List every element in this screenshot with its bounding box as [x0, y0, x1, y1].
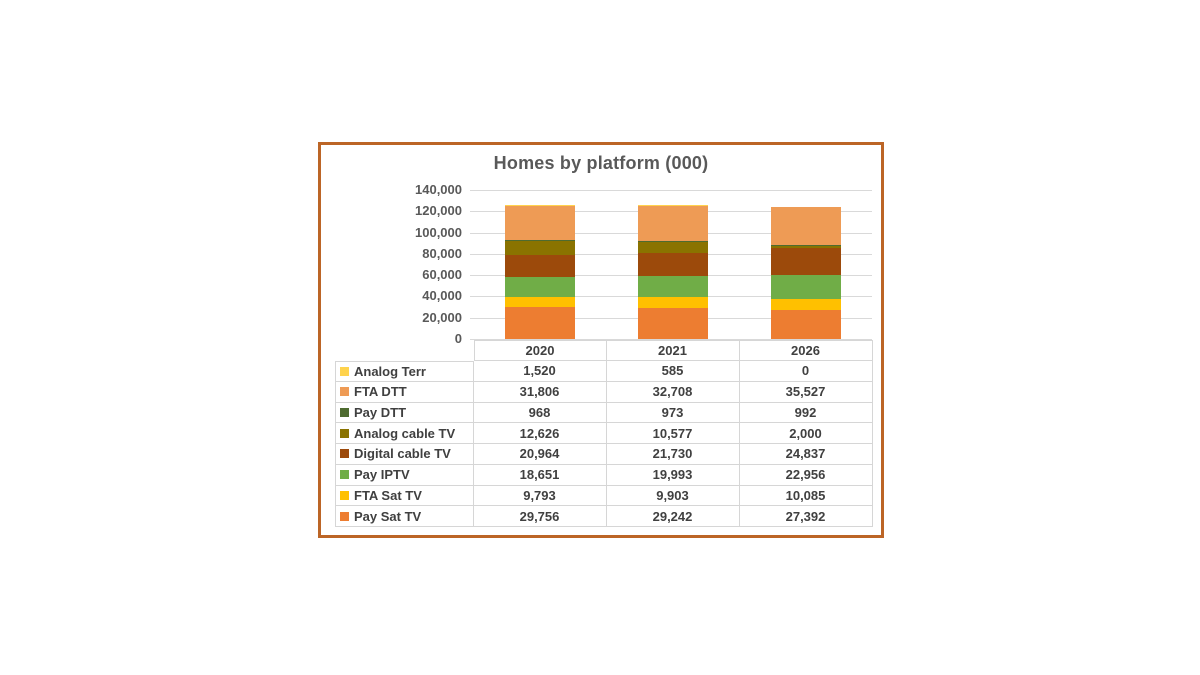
plot-area: 0 20,000 40,000 60,000 80,000 100,000 120,000 1… — [321, 145, 881, 535]
legend-label-cell: Pay IPTV — [335, 464, 474, 486]
legend-key-icon — [340, 428, 349, 438]
bar-segment-pay-iptv — [771, 274, 841, 300]
bar-segment-fta-sat-tv — [771, 299, 841, 310]
value-cell: 29,242 — [606, 506, 740, 527]
bar-segment-pay-iptv — [505, 277, 575, 297]
year-header-cell: 2021 — [606, 340, 740, 361]
legend-key-icon — [340, 449, 349, 459]
value-cell: 21,730 — [606, 444, 740, 465]
value-cell: 19,993 — [606, 464, 740, 486]
value-cell: 2,000 — [739, 423, 873, 444]
value-cell: 18,651 — [473, 464, 607, 486]
bar-segment-analog-terr — [505, 204, 575, 207]
series-name: Digital cable TV — [354, 446, 451, 462]
value-cell: 27,392 — [739, 506, 873, 527]
bar-segment-analog-terr — [638, 205, 708, 206]
y-axis-tick-label: 40,000 — [422, 288, 462, 304]
legend-key-icon — [340, 387, 349, 397]
legend-label-cell: Pay Sat TV — [335, 506, 474, 527]
chart-panel: Homes by platform (000) 0 20,000 40,000 60,… — [318, 142, 884, 538]
y-axis-tick-label: 80,000 — [422, 245, 462, 261]
value-cell: 992 — [739, 402, 873, 424]
value-cell: 9,793 — [473, 485, 607, 507]
bar-segment-digital-cable-tv — [771, 248, 841, 275]
bar-2026 — [771, 207, 841, 339]
bar-segment-digital-cable-tv — [505, 254, 575, 278]
value-cell: 0 — [739, 361, 873, 382]
bar-segment-pay-sat-tv — [505, 307, 575, 339]
bar-segment-digital-cable-tv — [638, 252, 708, 277]
year-header-cell: 2020 — [473, 340, 607, 361]
bar-segment-pay-sat-tv — [771, 309, 841, 339]
bar-segment-pay-sat-tv — [638, 307, 708, 339]
series-name: Analog Terr — [354, 363, 426, 379]
bar-segment-fta-sat-tv — [505, 296, 575, 308]
value-cell: 35,527 — [739, 381, 873, 403]
y-axis-tick-label: 120,000 — [415, 203, 462, 219]
legend-label-cell: FTA DTT — [335, 381, 474, 403]
series-name: Pay DTT — [354, 404, 407, 420]
bar-segment-pay-iptv — [638, 276, 708, 298]
bar-segment-fta-dtt — [771, 207, 841, 246]
bar-segment-fta-dtt — [505, 206, 575, 241]
y-axis-tick-label: 140,000 — [415, 182, 462, 197]
legend-key-icon — [340, 407, 349, 417]
value-cell: 968 — [473, 402, 607, 424]
series-name: Pay IPTV — [354, 467, 410, 483]
bar-2020 — [505, 204, 575, 339]
series-name: Analog cable TV — [354, 425, 456, 441]
legend-key-icon — [340, 511, 349, 521]
bar-segment-analog-cable-tv — [505, 241, 575, 255]
value-cell: 10,085 — [739, 485, 873, 507]
legend-label-cell: Digital cable TV — [335, 444, 474, 465]
gridline — [470, 190, 872, 191]
legend-label-cell: Analog Terr — [335, 361, 474, 382]
bar-segment-fta-dtt — [638, 205, 708, 241]
value-cell: 1,520 — [473, 361, 607, 382]
legend-label-cell: Pay DTT — [335, 402, 474, 424]
value-cell: 9,903 — [606, 485, 740, 507]
value-cell: 31,806 — [473, 381, 607, 403]
bar-segment-fta-sat-tv — [638, 297, 708, 308]
value-cell: 20,964 — [473, 444, 607, 465]
value-cell: 22,956 — [739, 464, 873, 486]
legend-label-cell: Analog cable TV — [335, 423, 474, 444]
legend-label-cell: FTA Sat TV — [335, 485, 474, 507]
value-cell: 29,756 — [473, 506, 607, 527]
legend-key-icon — [340, 490, 349, 500]
year-header-cell: 2026 — [739, 340, 873, 361]
bar-segment-pay-dtt — [638, 240, 708, 242]
legend-key-icon — [340, 366, 349, 376]
bar-segment-analog-cable-tv — [771, 246, 841, 249]
value-cell: 10,577 — [606, 423, 740, 444]
chart-title: Homes by platform (000) — [493, 153, 709, 173]
y-axis-tick-label: 60,000 — [422, 267, 462, 283]
series-name: FTA DTT — [354, 384, 407, 400]
series-name: Pay Sat TV — [354, 508, 422, 524]
legend-key-icon — [340, 470, 349, 480]
gridline — [470, 339, 872, 340]
value-cell: 585 — [606, 361, 740, 382]
bar-2021 — [638, 205, 708, 339]
value-cell: 12,626 — [473, 423, 607, 444]
table-corner-blank — [335, 340, 474, 361]
y-axis-tick-label: 20,000 — [422, 309, 462, 325]
y-axis-tick-label: 0 — [454, 331, 462, 346]
bar-segment-analog-cable-tv — [638, 241, 708, 253]
value-cell: 973 — [606, 402, 740, 424]
chart-data-table: 2020 2021 2026 Analog Terr 1,520 585 0 FTA DTT 3… — [335, 340, 873, 527]
value-cell: 32,708 — [606, 381, 740, 403]
bar-segment-pay-dtt — [771, 245, 841, 247]
value-cell: 24,837 — [739, 444, 873, 465]
y-axis-tick-label: 100,000 — [415, 224, 462, 240]
bar-segment-pay-dtt — [505, 240, 575, 242]
series-name: FTA Sat TV — [354, 487, 422, 503]
